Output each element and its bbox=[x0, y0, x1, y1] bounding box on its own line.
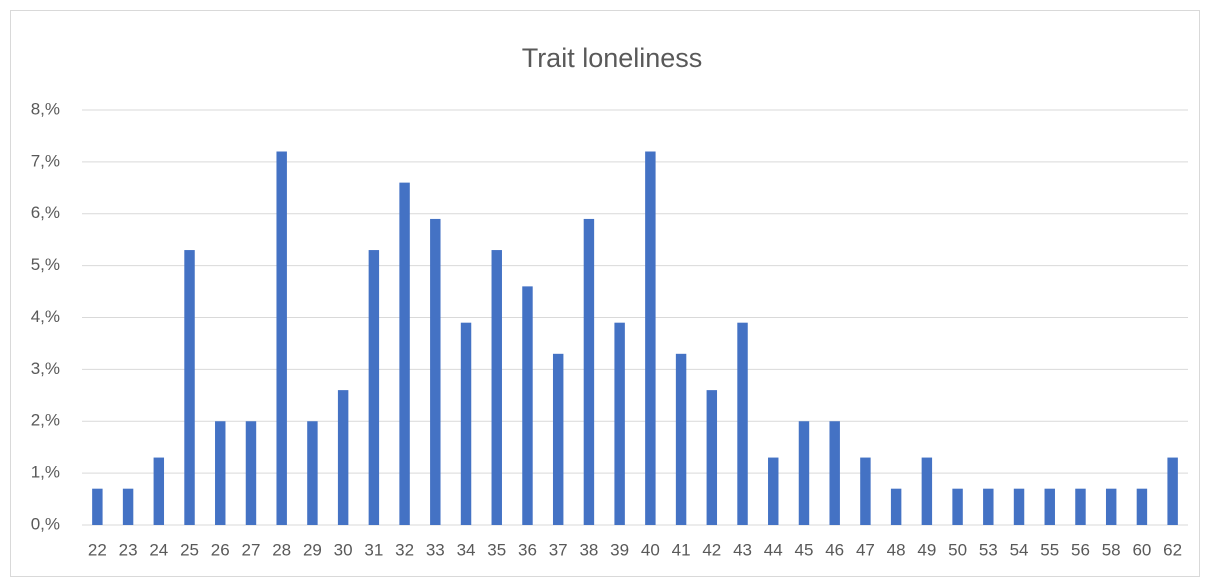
x-tick-label: 28 bbox=[272, 540, 291, 559]
x-tick-label: 44 bbox=[764, 540, 783, 559]
bar bbox=[1105, 488, 1117, 525]
bar bbox=[952, 488, 963, 525]
bar bbox=[860, 457, 871, 525]
bar bbox=[276, 151, 287, 525]
bar bbox=[552, 353, 564, 525]
bar bbox=[706, 390, 718, 525]
y-tick-label: 1,% bbox=[31, 463, 60, 482]
y-tick-label: 6,% bbox=[31, 203, 60, 222]
x-tick-label: 41 bbox=[672, 540, 691, 559]
x-tick-label: 29 bbox=[303, 540, 322, 559]
bar bbox=[122, 488, 134, 525]
x-tick-label: 60 bbox=[1132, 540, 1151, 559]
x-tick-label: 22 bbox=[88, 540, 107, 559]
x-tick-label: 39 bbox=[610, 540, 629, 559]
bar bbox=[368, 250, 380, 525]
bar bbox=[983, 488, 994, 525]
y-tick-label: 4,% bbox=[31, 307, 60, 326]
x-tick-label: 40 bbox=[641, 540, 660, 559]
bar bbox=[798, 421, 810, 525]
bar bbox=[184, 250, 195, 525]
bar bbox=[522, 286, 533, 525]
bar bbox=[153, 457, 165, 525]
x-tick-label: 55 bbox=[1040, 540, 1059, 559]
bar bbox=[890, 488, 902, 525]
x-tick-label: 23 bbox=[119, 540, 138, 559]
x-tick-label: 34 bbox=[457, 540, 476, 559]
bar bbox=[1136, 488, 1148, 525]
x-tick-label: 35 bbox=[487, 540, 506, 559]
bar bbox=[737, 322, 748, 525]
bar bbox=[1167, 457, 1178, 525]
x-tick-label: 50 bbox=[948, 540, 967, 559]
x-tick-label: 49 bbox=[917, 540, 936, 559]
y-tick-label: 2,% bbox=[31, 411, 60, 430]
x-tick-label: 62 bbox=[1163, 540, 1182, 559]
x-tick-label: 48 bbox=[887, 540, 906, 559]
x-tick-label: 58 bbox=[1102, 540, 1121, 559]
x-tick-label: 27 bbox=[242, 540, 261, 559]
x-tick-label: 42 bbox=[702, 540, 721, 559]
bar bbox=[829, 421, 840, 525]
bar bbox=[491, 250, 502, 525]
x-tick-label: 43 bbox=[733, 540, 752, 559]
bar bbox=[583, 218, 595, 525]
x-tick-label: 54 bbox=[1010, 540, 1029, 559]
x-tick-label: 45 bbox=[795, 540, 814, 559]
x-tick-label: 47 bbox=[856, 540, 875, 559]
y-tick-label: 3,% bbox=[31, 359, 60, 378]
x-tick-label: 32 bbox=[395, 540, 414, 559]
bar bbox=[460, 322, 472, 525]
bar bbox=[307, 421, 318, 525]
x-tick-label: 36 bbox=[518, 540, 537, 559]
x-tick-label: 26 bbox=[211, 540, 230, 559]
x-tick-label: 37 bbox=[549, 540, 568, 559]
x-tick-label: 31 bbox=[364, 540, 383, 559]
x-tick-label: 38 bbox=[579, 540, 598, 559]
y-tick-label: 5,% bbox=[31, 255, 60, 274]
bar bbox=[1044, 488, 1055, 525]
x-tick-label: 53 bbox=[979, 540, 998, 559]
x-tick-label: 33 bbox=[426, 540, 445, 559]
bar bbox=[337, 390, 349, 525]
y-tick-label: 8,% bbox=[31, 99, 60, 118]
bar bbox=[675, 353, 687, 525]
bar bbox=[399, 182, 410, 525]
bar bbox=[1075, 488, 1086, 525]
x-tick-label: 46 bbox=[825, 540, 844, 559]
bar bbox=[430, 218, 441, 525]
chart-border bbox=[10, 10, 1200, 577]
x-tick-label: 24 bbox=[149, 540, 168, 559]
x-tick-label: 56 bbox=[1071, 540, 1090, 559]
x-tick-label: 25 bbox=[180, 540, 199, 559]
chart-title: Trait loneliness bbox=[522, 43, 703, 73]
bar bbox=[245, 421, 257, 525]
y-tick-label: 7,% bbox=[31, 151, 60, 170]
bar bbox=[645, 151, 656, 525]
bar bbox=[92, 488, 103, 525]
bar bbox=[614, 322, 625, 525]
bar bbox=[921, 457, 933, 525]
bar bbox=[1013, 488, 1025, 525]
x-tick-label: 30 bbox=[334, 540, 353, 559]
y-tick-label: 0,% bbox=[31, 514, 60, 533]
bar bbox=[768, 457, 779, 525]
bar bbox=[215, 421, 226, 525]
